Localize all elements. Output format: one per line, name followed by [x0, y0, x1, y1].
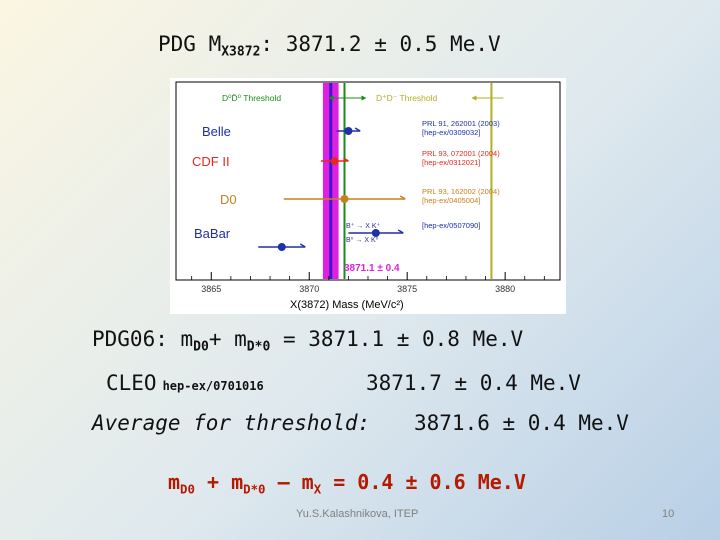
binding-plus: + m: [194, 470, 244, 494]
pdg06-plus: + m: [208, 327, 247, 351]
experiment-label-2: D0: [220, 192, 237, 207]
x-tick-label-3: 3880: [495, 284, 515, 294]
threshold-arrowhead-dd-right: [361, 95, 367, 101]
error-bar-arrow-1: [343, 157, 349, 162]
footer-author: Yu.S.Kalashnikova, ITEP: [296, 508, 419, 520]
cleo-reference: hep-ex/0701016: [162, 379, 264, 393]
threshold-label-dd: D⁰D̄⁰ Threshold: [222, 93, 281, 103]
title-prefix: PDG M: [158, 32, 222, 56]
binding-sub-x: X: [313, 481, 322, 497]
error-bar-arrow-3: [397, 229, 404, 234]
mass-measurement-figure: D⁰D̄⁰ Threshold D⁺D⁻ Threshold Belle PRL 91…: [170, 78, 566, 314]
cleo-label: CLEO: [106, 371, 157, 395]
data-point-1: [330, 157, 339, 165]
binding-value: = 0.4 ± 0.6 Me.V: [321, 470, 526, 494]
x-tick-label-2: 3875: [397, 284, 417, 294]
pdg06-label: PDG06: m: [92, 327, 194, 351]
pdg06-threshold-line: PDG06: mD0+ mD*0 = 3871.1 ± 0.8 Me.V: [92, 327, 523, 355]
binding-sub-d0: D0: [180, 481, 195, 497]
reference-0-0: PRL 91, 262001 (2003): [422, 119, 500, 128]
experiment-label-3: BaBar: [194, 226, 231, 241]
average-value-label: 3871.1 ± 0.4: [344, 263, 400, 274]
slide-title: PDG MX3872: 3871.2 ± 0.5 Me.V: [158, 32, 501, 60]
pdg06-sub-d0: D0: [193, 339, 209, 355]
reference-2-0: PRL 93, 162002 (2004): [422, 187, 500, 196]
babar-channel-0: B⁺ → X K⁺: [346, 222, 381, 230]
experiment-label-1: CDF II: [192, 154, 230, 169]
error-bar-arrow-4: [299, 243, 306, 248]
binding-m1: m: [168, 470, 181, 494]
x-tick-label-0: 3865: [201, 284, 221, 294]
reference-0-1: [hep-ex/0309032]: [422, 128, 480, 137]
threshold-arrowhead-ddplus: [471, 95, 477, 101]
threshold-label-ddplus: D⁺D⁻ Threshold: [376, 93, 438, 103]
slide-number: 10: [662, 508, 675, 520]
data-point-2: [340, 195, 349, 203]
reference-2-1: [hep-ex/0405004]: [422, 196, 480, 205]
error-bar-arrow-2: [399, 195, 406, 200]
title-subscript: X3872: [221, 44, 261, 60]
pdg06-sub-dstar: D*0: [246, 339, 271, 355]
data-point-3: [371, 229, 380, 237]
data-point-4: [277, 243, 286, 251]
cleo-value: 3871.7 ± 0.4 Me.V: [366, 371, 581, 395]
threshold-arrowhead-dd-left: [328, 95, 334, 101]
x-axis-label: X(3872) Mass (MeV/c²): [290, 299, 404, 311]
babar-channel-1: B⁰ → X K⁰: [346, 236, 379, 244]
average-threshold-label: Average for threshold:: [92, 411, 371, 435]
pdg06-value: = 3871.1 ± 0.8 Me.V: [270, 327, 524, 351]
plot-frame: [175, 81, 561, 281]
reference-1-1: [hep-ex/0312021]: [422, 158, 480, 167]
x-tick-label-1: 3870: [299, 284, 319, 294]
experiment-label-0: Belle: [202, 124, 231, 139]
error-bar-arrow-0: [354, 127, 361, 132]
binding-sub-dstar: D*0: [243, 481, 266, 497]
reference-1-0: PRL 93, 072001 (2004): [422, 149, 500, 158]
binding-energy-line: mD0 + mD*0 – mX = 0.4 ± 0.6 Me.V: [168, 470, 526, 496]
binding-minus: – m: [265, 470, 314, 494]
average-threshold-value: 3871.6 ± 0.4 Me.V: [414, 411, 629, 435]
title-suffix: : 3871.2 ± 0.5 Me.V: [260, 32, 501, 56]
mass-chart-svg: D⁰D̄⁰ Threshold D⁺D⁻ Threshold Belle PRL 91…: [175, 81, 561, 311]
reference-3-0: [hep-ex/0507090]: [422, 221, 480, 230]
data-point-0: [344, 127, 353, 135]
cleo-label-line: CLEO hep-ex/0701016: [106, 371, 264, 395]
